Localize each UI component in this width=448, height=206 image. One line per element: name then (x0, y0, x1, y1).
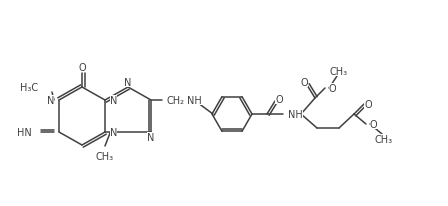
Text: HN: HN (17, 127, 32, 137)
Text: H₃C: H₃C (20, 83, 38, 92)
Text: N: N (110, 96, 117, 105)
Text: O: O (370, 119, 378, 129)
Text: NH: NH (187, 96, 202, 105)
Text: N: N (147, 132, 155, 142)
Text: O: O (329, 84, 336, 94)
Text: CH₃: CH₃ (375, 134, 393, 144)
Text: CH₃: CH₃ (96, 151, 114, 161)
Text: O: O (364, 99, 372, 109)
Text: N: N (110, 127, 117, 137)
Text: CH₂: CH₂ (166, 96, 184, 105)
Text: N: N (124, 78, 132, 88)
Text: NH: NH (288, 109, 303, 119)
Text: O: O (275, 95, 283, 104)
Text: O: O (300, 78, 308, 88)
Text: CH₃: CH₃ (330, 67, 348, 77)
Text: O: O (78, 63, 86, 73)
Text: N: N (47, 96, 54, 105)
